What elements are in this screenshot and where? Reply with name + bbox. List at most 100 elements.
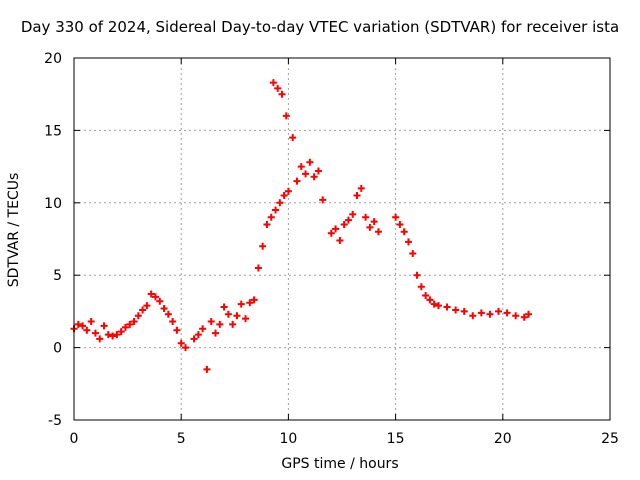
data-point	[370, 218, 378, 226]
data-points	[70, 79, 533, 373]
y-tick-label: 0	[53, 341, 62, 357]
data-point	[477, 309, 485, 317]
data-point	[297, 163, 305, 171]
data-point	[520, 313, 528, 321]
data-point	[302, 170, 310, 178]
data-point	[525, 310, 533, 318]
data-point	[113, 331, 121, 339]
data-point	[340, 221, 348, 229]
data-point	[284, 187, 292, 195]
data-point	[280, 192, 288, 200]
data-point	[349, 210, 357, 218]
data-point	[177, 339, 185, 347]
data-point	[156, 297, 164, 305]
data-point	[336, 236, 344, 244]
data-point	[319, 196, 327, 204]
data-point	[274, 84, 282, 92]
data-point	[278, 90, 286, 98]
data-point	[134, 312, 142, 320]
data-point	[74, 320, 82, 328]
data-point	[126, 320, 134, 328]
data-point	[503, 309, 511, 317]
data-point	[469, 312, 477, 320]
data-point	[306, 158, 314, 166]
chart-title: Day 330 of 2024, Sidereal Day-to-day VTE…	[20, 18, 620, 36]
data-point	[207, 318, 215, 326]
y-tick-label: -5	[48, 413, 62, 429]
data-point	[392, 213, 400, 221]
plot-frame	[73, 57, 611, 421]
data-point	[276, 199, 284, 207]
data-point	[400, 228, 408, 236]
y-tick-label: 10	[44, 196, 62, 212]
data-point	[404, 238, 412, 246]
x-tick-label: 20	[494, 431, 512, 447]
data-point	[220, 303, 228, 311]
data-point	[216, 320, 224, 328]
data-point	[160, 305, 168, 313]
data-point	[229, 320, 237, 328]
x-tick-label: 25	[601, 431, 619, 447]
data-point	[181, 344, 189, 352]
data-point	[460, 307, 468, 315]
data-point	[452, 306, 460, 314]
data-point	[272, 206, 280, 214]
data-point	[409, 249, 417, 257]
data-point	[254, 264, 262, 272]
data-point	[109, 332, 117, 340]
x-tick-label: 0	[70, 431, 79, 447]
data-point	[96, 335, 104, 343]
data-point	[130, 318, 138, 326]
data-point	[310, 173, 318, 181]
data-point	[434, 302, 442, 310]
data-point	[250, 296, 258, 304]
data-point	[164, 310, 172, 318]
data-point	[293, 177, 301, 185]
y-tick-label: 15	[44, 123, 62, 139]
x-tick-label: 5	[177, 431, 186, 447]
grid-lines	[74, 58, 610, 420]
data-point	[212, 329, 220, 337]
axis-ticks: 0 5 10 15 20 25 -5 0 5 10 15 20	[44, 51, 619, 447]
data-point	[139, 306, 147, 314]
data-point	[366, 223, 374, 231]
data-point	[199, 325, 207, 333]
data-point	[79, 322, 87, 330]
data-point	[91, 329, 99, 337]
data-point	[233, 312, 241, 320]
data-point	[422, 291, 430, 299]
data-point	[289, 134, 297, 142]
data-point	[173, 326, 181, 334]
series-sdtvar	[70, 79, 533, 373]
data-point	[486, 310, 494, 318]
data-point	[83, 326, 91, 334]
data-point	[314, 167, 322, 175]
data-point	[396, 221, 404, 229]
data-point	[495, 307, 503, 315]
data-point	[190, 335, 198, 343]
data-point	[443, 303, 451, 311]
data-point	[87, 318, 95, 326]
data-point	[169, 318, 177, 326]
data-point	[237, 300, 245, 308]
data-point	[282, 112, 290, 120]
data-point	[353, 192, 361, 200]
data-point	[242, 315, 250, 323]
data-point	[269, 79, 277, 87]
data-point	[426, 296, 434, 304]
data-point	[327, 229, 335, 237]
y-tick-label: 20	[44, 51, 62, 67]
x-axis-label: GPS time / hours	[281, 456, 399, 472]
data-point	[374, 228, 382, 236]
data-point	[104, 331, 112, 339]
data-point	[413, 271, 421, 279]
x-tick-label: 15	[387, 431, 405, 447]
data-point	[151, 293, 159, 301]
data-point	[259, 242, 267, 250]
data-point	[332, 225, 340, 233]
data-point	[344, 216, 352, 224]
x-tick-label: 10	[279, 431, 297, 447]
data-point	[362, 213, 370, 221]
data-point	[357, 184, 365, 192]
